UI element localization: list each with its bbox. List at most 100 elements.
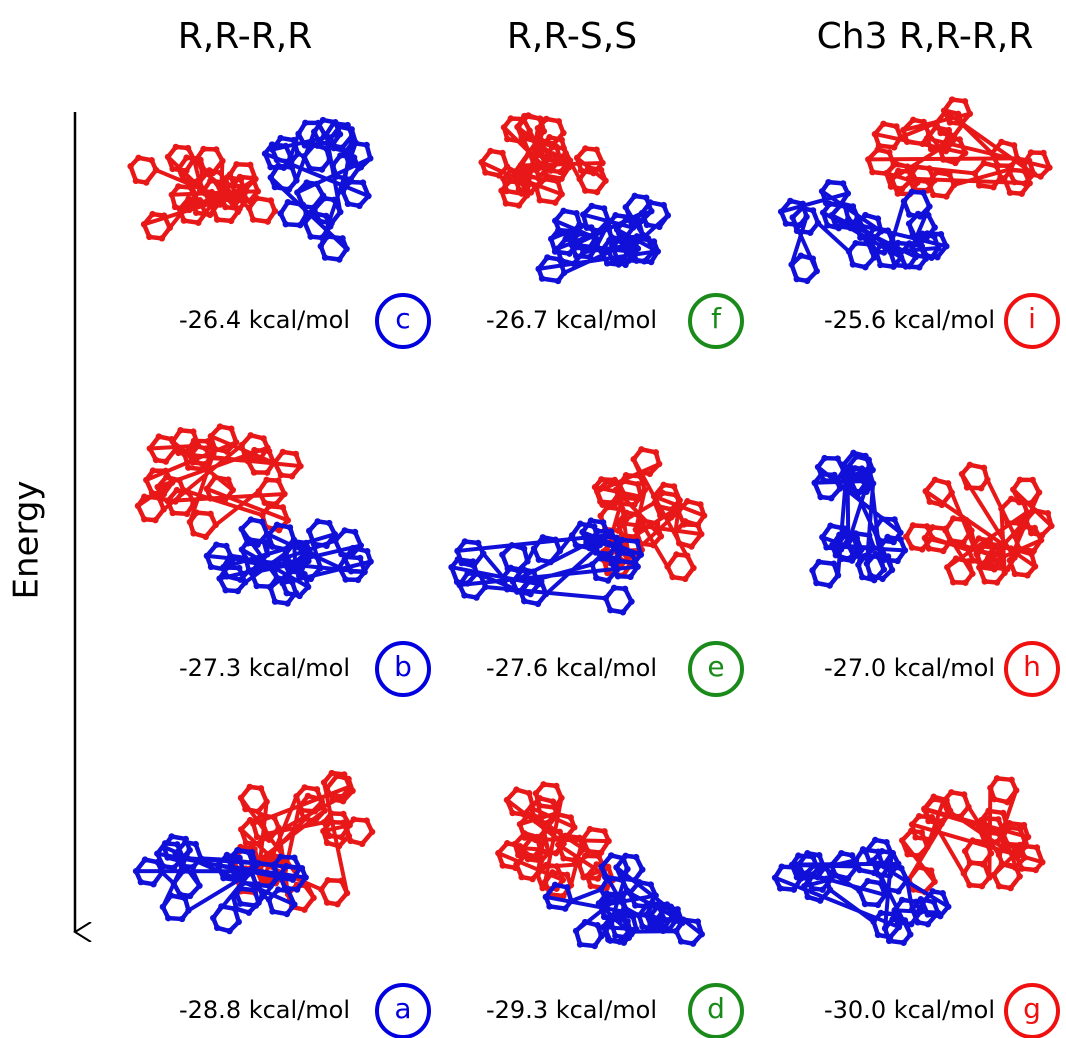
atom bbox=[1011, 179, 1017, 185]
atom bbox=[264, 855, 270, 861]
atom bbox=[602, 533, 608, 539]
atom bbox=[307, 233, 313, 239]
atom bbox=[314, 786, 320, 792]
atom bbox=[182, 895, 188, 901]
atom bbox=[523, 851, 529, 857]
atom bbox=[258, 812, 264, 818]
atom bbox=[598, 167, 604, 173]
atom bbox=[875, 902, 881, 908]
atom bbox=[591, 523, 597, 529]
atom bbox=[238, 176, 244, 182]
atom bbox=[659, 490, 665, 496]
atom bbox=[804, 850, 810, 856]
atom bbox=[611, 558, 617, 564]
atom bbox=[250, 216, 256, 222]
atom bbox=[604, 504, 610, 510]
atom bbox=[344, 122, 350, 128]
bond bbox=[989, 788, 990, 878]
panel-label: c bbox=[395, 302, 410, 335]
atom bbox=[325, 877, 331, 883]
atom bbox=[267, 883, 273, 889]
atom bbox=[190, 442, 196, 448]
atom bbox=[932, 224, 938, 230]
atom bbox=[934, 254, 940, 260]
atom bbox=[1019, 190, 1025, 196]
atom bbox=[300, 202, 306, 208]
atom bbox=[281, 165, 287, 171]
atom bbox=[794, 276, 800, 282]
atom bbox=[1000, 810, 1006, 816]
atom bbox=[553, 144, 559, 150]
atom bbox=[266, 503, 272, 509]
atom bbox=[364, 817, 370, 823]
atom bbox=[168, 833, 174, 839]
atom bbox=[810, 207, 816, 213]
panel-label: i bbox=[1028, 302, 1036, 335]
atom bbox=[564, 872, 570, 878]
atom bbox=[526, 790, 532, 796]
bond bbox=[1001, 177, 1005, 178]
atom bbox=[247, 162, 253, 168]
atom bbox=[607, 551, 613, 557]
atom bbox=[598, 555, 604, 561]
atom bbox=[588, 517, 594, 523]
panel-label: d bbox=[707, 992, 725, 1025]
atom bbox=[148, 157, 154, 163]
atom bbox=[920, 189, 926, 195]
atom bbox=[337, 152, 343, 158]
atom bbox=[676, 540, 682, 546]
atom bbox=[1029, 477, 1035, 483]
atom bbox=[580, 874, 586, 880]
atom bbox=[875, 215, 881, 221]
atom bbox=[862, 554, 868, 560]
molecule bbox=[809, 450, 908, 589]
atom bbox=[619, 877, 625, 883]
column-header: R,R-S,S bbox=[507, 16, 637, 57]
atom bbox=[135, 155, 141, 161]
atom bbox=[644, 222, 650, 228]
atom bbox=[943, 193, 949, 199]
atom bbox=[932, 477, 938, 483]
atom bbox=[560, 153, 566, 159]
molecule bbox=[778, 179, 950, 284]
atom bbox=[996, 883, 1002, 889]
atom bbox=[518, 874, 524, 880]
atom bbox=[546, 134, 552, 140]
atom bbox=[1039, 532, 1045, 538]
atom bbox=[840, 180, 846, 186]
atom bbox=[539, 275, 545, 281]
atom bbox=[1017, 826, 1023, 832]
atom bbox=[174, 841, 180, 847]
atom bbox=[547, 559, 553, 565]
atom bbox=[823, 544, 829, 550]
atom bbox=[633, 257, 639, 263]
atom bbox=[537, 197, 543, 203]
atom bbox=[820, 477, 826, 483]
atom bbox=[560, 130, 566, 136]
atom bbox=[582, 187, 588, 193]
molecule bbox=[495, 781, 616, 899]
atom bbox=[334, 773, 340, 779]
atom bbox=[200, 146, 206, 152]
atom bbox=[159, 235, 165, 241]
atom bbox=[567, 232, 573, 238]
atom bbox=[171, 865, 177, 871]
atom bbox=[284, 911, 290, 917]
atom bbox=[253, 583, 259, 589]
atom bbox=[661, 202, 667, 208]
atom bbox=[604, 260, 610, 266]
molecule bbox=[899, 775, 1046, 895]
bond bbox=[523, 848, 540, 849]
atom bbox=[652, 924, 658, 930]
atom bbox=[1028, 551, 1034, 557]
atom bbox=[340, 811, 346, 817]
atom bbox=[324, 785, 330, 791]
atom bbox=[138, 879, 144, 885]
atom bbox=[536, 557, 542, 563]
atom bbox=[589, 203, 595, 209]
atom bbox=[1034, 844, 1040, 850]
atom bbox=[980, 861, 986, 867]
atom bbox=[607, 607, 613, 613]
atom bbox=[272, 208, 278, 214]
atom bbox=[350, 545, 356, 551]
